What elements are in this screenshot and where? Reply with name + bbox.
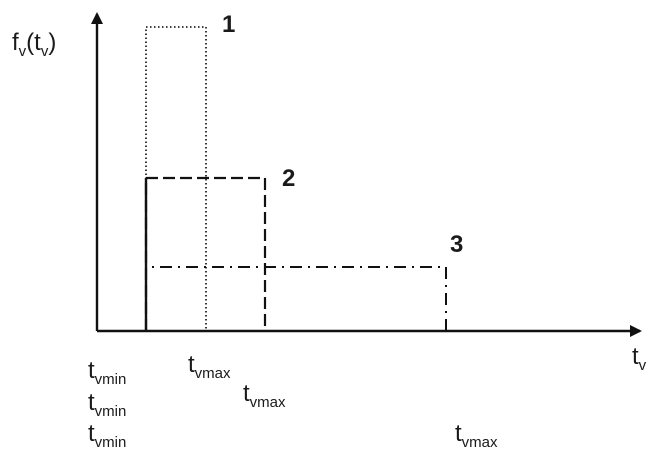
y-label-sub: v xyxy=(19,43,27,60)
y-axis-label: fv(tv) xyxy=(12,29,56,60)
tmin-label-1: tvmin xyxy=(88,357,126,388)
curve-1-number: 1 xyxy=(222,11,235,38)
curve-2-number: 2 xyxy=(282,165,295,192)
y-label-paren-sub: v xyxy=(41,43,49,60)
curve-3-number: 3 xyxy=(450,231,463,258)
y-label-paren-open: (t xyxy=(26,29,41,56)
curve-3-dash-dot xyxy=(145,266,447,331)
x-label-sub: v xyxy=(639,357,647,374)
y-label-main: f xyxy=(12,29,19,56)
tmax-label-2: tvmax xyxy=(243,380,286,411)
x-axis-label: tv xyxy=(632,343,647,374)
y-label-paren-close: ) xyxy=(48,29,56,56)
x-label-main: t xyxy=(632,343,639,370)
tmin-label-3: tvmin xyxy=(88,420,126,450)
tmax-label-1: tvmax xyxy=(188,351,231,382)
tmax-label-3: tvmax xyxy=(455,420,498,450)
tmin-label-2: tvmin xyxy=(88,389,126,420)
